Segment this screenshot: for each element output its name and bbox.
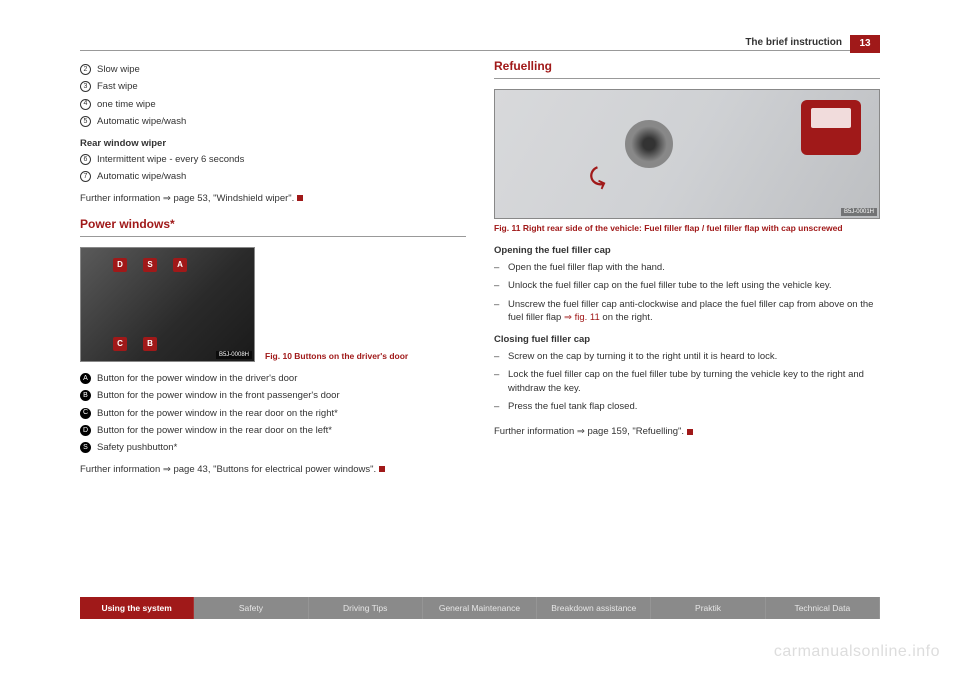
procedure-step: – Lock the fuel filler cap on the fuel f… <box>494 368 880 395</box>
section-rule <box>80 236 466 237</box>
figure-reference-link[interactable]: ⇒ fig. 11 <box>564 312 600 323</box>
item-letter: B <box>80 390 91 401</box>
item-number: 2 <box>80 64 91 75</box>
image-tag: B5J-0008H <box>216 351 252 359</box>
rear-item: 6 Intermittent wipe - every 6 seconds <box>80 153 466 166</box>
open-cap-heading: Opening the fuel filler cap <box>494 245 880 256</box>
item-text: Button for the power window in the rear … <box>97 424 332 437</box>
page: The brief instruction 13 2 Slow wipe 3 F… <box>0 0 960 484</box>
header-rule: The brief instruction 13 <box>80 50 880 51</box>
item-number: 5 <box>80 116 91 127</box>
dash-icon: – <box>494 261 508 274</box>
dash-icon: – <box>494 350 508 363</box>
item-letter: A <box>80 373 91 384</box>
tab-praktik[interactable]: Praktik <box>651 597 765 619</box>
dash-icon: – <box>494 400 508 413</box>
procedure-step: – Press the fuel tank flap closed. <box>494 400 880 413</box>
step-text: Lock the fuel filler cap on the fuel fil… <box>508 368 880 395</box>
item-text: Fast wipe <box>97 80 138 93</box>
procedure-step: – Unlock the fuel filler cap on the fuel… <box>494 279 880 292</box>
fuel-cap-lid-icon <box>801 100 861 155</box>
button-item: A Button for the power window in the dri… <box>80 372 466 385</box>
wipe-item: 4 one time wipe <box>80 98 466 111</box>
tab-driving-tips[interactable]: Driving Tips <box>309 597 423 619</box>
button-item: B Button for the power window in the fro… <box>80 389 466 402</box>
further-text: Further information ⇒ page 43, "Buttons … <box>80 464 376 475</box>
further-text: Further information ⇒ page 159, "Refuell… <box>494 426 684 437</box>
arrow-icon: ⤹ <box>586 164 607 193</box>
step-text: Open the fuel filler flap with the hand. <box>508 261 665 274</box>
fuel-cap-icon <box>625 120 673 168</box>
item-text: Button for the power window in the rear … <box>97 407 338 420</box>
further-info: Further information ⇒ page 159, "Refuell… <box>494 425 880 438</box>
item-text: Button for the power window in the front… <box>97 389 340 402</box>
procedure-step: – Unscrew the fuel filler cap anti-clock… <box>494 298 880 325</box>
item-text: Intermittent wipe - every 6 seconds <box>97 153 244 166</box>
step-text: Press the fuel tank flap closed. <box>508 400 637 413</box>
rear-item: 7 Automatic wipe/wash <box>80 170 466 183</box>
item-text: Safety pushbutton* <box>97 441 177 454</box>
rear-wiper-heading: Rear window wiper <box>80 138 466 149</box>
end-marker-icon <box>379 466 385 472</box>
procedure-step: – Screw on the cap by turning it to the … <box>494 350 880 363</box>
step-text: Screw on the cap by turning it to the ri… <box>508 350 777 363</box>
item-text: Automatic wipe/wash <box>97 115 186 128</box>
end-marker-icon <box>687 429 693 435</box>
end-marker-icon <box>297 195 303 201</box>
further-text: Further information ⇒ page 53, "Windshie… <box>80 193 294 204</box>
further-info: Further information ⇒ page 53, "Windshie… <box>80 192 466 205</box>
wipe-item: 3 Fast wipe <box>80 80 466 93</box>
item-letter: C <box>80 408 91 419</box>
fig-label-s: S <box>143 258 157 272</box>
content-columns: 2 Slow wipe 3 Fast wipe 4 one time wipe … <box>80 59 880 484</box>
section-power-windows: Power windows* <box>80 217 466 234</box>
chapter-title: The brief instruction <box>80 37 880 48</box>
procedure-step: – Open the fuel filler flap with the han… <box>494 261 880 274</box>
page-number-badge: 13 <box>850 35 880 53</box>
footer-tabs: Using the system Safety Driving Tips Gen… <box>80 597 880 619</box>
item-number: 6 <box>80 154 91 165</box>
item-letter: D <box>80 425 91 436</box>
further-info: Further information ⇒ page 43, "Buttons … <box>80 463 466 476</box>
button-item: C Button for the power window in the rea… <box>80 407 466 420</box>
tab-using-system[interactable]: Using the system <box>80 597 194 619</box>
figure-10-row: D S A C B B5J-0008H Fig. 10 Buttons on t… <box>80 247 466 362</box>
wipe-item: 2 Slow wipe <box>80 63 466 76</box>
figure-10-caption: Fig. 10 Buttons on the driver's door <box>265 351 466 362</box>
tab-safety[interactable]: Safety <box>194 597 308 619</box>
item-letter: S <box>80 442 91 453</box>
fig-label-a: A <box>173 258 187 272</box>
button-item: S Safety pushbutton* <box>80 441 466 454</box>
right-column: Refuelling ⤹ B5J-0001H Fig. 11 Right rea… <box>494 59 880 484</box>
image-tag: B5J-0001H <box>841 208 877 216</box>
fig-label-b: B <box>143 337 157 351</box>
tab-general-maintenance[interactable]: General Maintenance <box>423 597 537 619</box>
dash-icon: – <box>494 298 508 325</box>
section-refuelling: Refuelling <box>494 59 880 76</box>
item-number: 4 <box>80 99 91 110</box>
item-text: Slow wipe <box>97 63 140 76</box>
dash-icon: – <box>494 279 508 292</box>
step-text: Unscrew the fuel filler cap anti-clockwi… <box>508 298 880 325</box>
figure-11-caption: Fig. 11 Right rear side of the vehicle: … <box>494 223 880 233</box>
section-rule <box>494 78 880 79</box>
item-number: 7 <box>80 171 91 182</box>
watermark: carmanualsonline.info <box>774 643 940 661</box>
fig-label-d: D <box>113 258 127 272</box>
step-text: Unlock the fuel filler cap on the fuel f… <box>508 279 832 292</box>
item-text: one time wipe <box>97 98 156 111</box>
item-text: Button for the power window in the drive… <box>97 372 297 385</box>
dash-icon: – <box>494 368 508 395</box>
tab-technical-data[interactable]: Technical Data <box>766 597 880 619</box>
figure-10-image: D S A C B B5J-0008H <box>80 247 255 362</box>
wipe-item: 5 Automatic wipe/wash <box>80 115 466 128</box>
left-column: 2 Slow wipe 3 Fast wipe 4 one time wipe … <box>80 59 466 484</box>
button-item: D Button for the power window in the rea… <box>80 424 466 437</box>
figure-11-image: ⤹ B5J-0001H <box>494 89 880 219</box>
item-number: 3 <box>80 81 91 92</box>
close-cap-heading: Closing fuel filler cap <box>494 334 880 345</box>
item-text: Automatic wipe/wash <box>97 170 186 183</box>
fig-label-c: C <box>113 337 127 351</box>
tab-breakdown[interactable]: Breakdown assistance <box>537 597 651 619</box>
